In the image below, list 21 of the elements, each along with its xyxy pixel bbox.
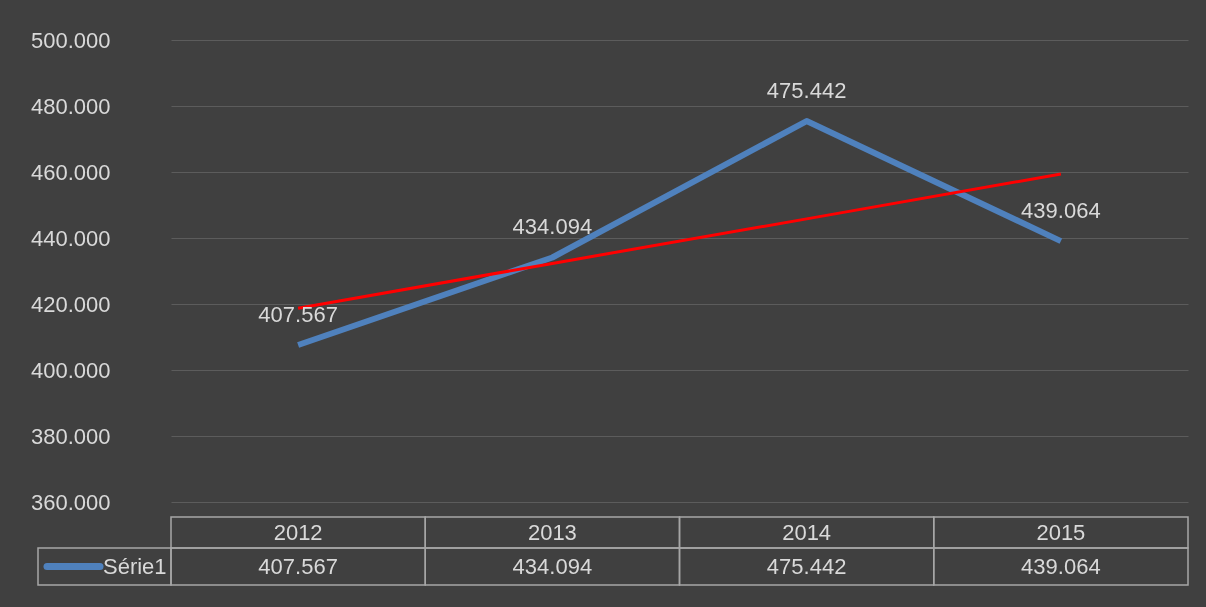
- y-tick-label: 400.000: [30, 357, 111, 383]
- y-tick-label: 420.000: [30, 291, 111, 317]
- data-label: 475.442: [766, 553, 847, 579]
- text: 407.567: [258, 302, 338, 328]
- data-label: 439.064: [1021, 553, 1101, 579]
- y-tick-label: 460.000: [30, 159, 111, 185]
- y-tick-label: 500.000: [30, 27, 111, 53]
- data-label: 407.567: [258, 553, 338, 579]
- y-tick-label: 480.000: [30, 93, 111, 119]
- x-tick-label: 2013: [527, 519, 577, 545]
- y-tick-label: 360.000: [30, 489, 111, 515]
- x-tick-label: 2014: [782, 519, 832, 545]
- y-tick-label: 380.000: [30, 423, 111, 449]
- data-label: 434.094: [512, 553, 593, 579]
- x-tick-label: 2012: [273, 519, 323, 545]
- y-tick-label: 440.000: [30, 225, 111, 251]
- text: 439.064: [1021, 198, 1101, 224]
- text: 434.094: [512, 214, 593, 240]
- text: 475.442: [766, 78, 847, 104]
- legend-label: Série1: [103, 553, 167, 579]
- x-tick-label: 2015: [1036, 519, 1086, 545]
